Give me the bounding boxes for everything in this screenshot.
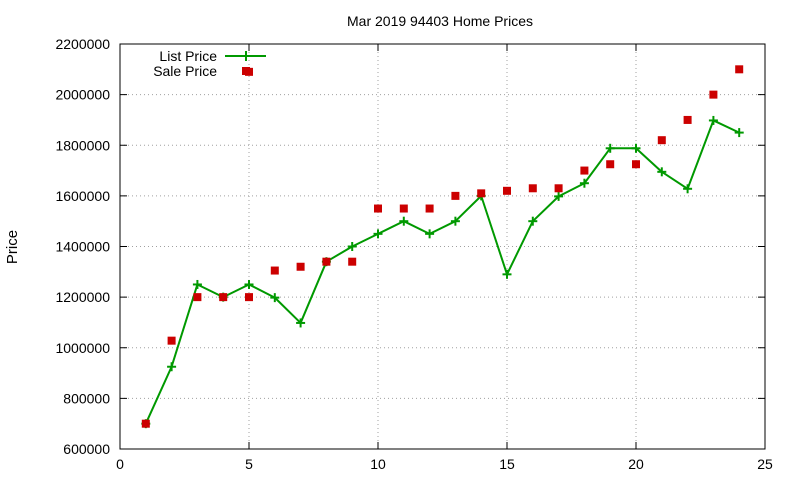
data-point-list-price bbox=[450, 216, 460, 226]
data-point-list-price bbox=[192, 279, 202, 289]
data-point-sale-price bbox=[709, 90, 718, 99]
x-tick-label: 5 bbox=[245, 456, 253, 472]
series-line-list-price bbox=[144, 119, 740, 425]
data-point-list-price bbox=[244, 279, 254, 289]
data-point-sale-price bbox=[425, 204, 434, 213]
data-point-sale-price bbox=[451, 191, 460, 200]
data-point-sale-price bbox=[657, 136, 666, 145]
plot-frame bbox=[119, 43, 766, 450]
tick-labels: 0 5 10 15 20 25 600000 800000 1000000 1200000 1400… bbox=[55, 36, 773, 472]
data-point-list-price bbox=[373, 229, 383, 239]
data-point-list-price bbox=[270, 293, 280, 303]
data-point-sale-price bbox=[193, 293, 202, 302]
y-tick-label: 800000 bbox=[63, 390, 110, 406]
data-point-list-price bbox=[399, 216, 409, 226]
data-point-sale-price bbox=[683, 115, 692, 124]
x-tick-label: 10 bbox=[370, 456, 386, 472]
x-tick-label: 20 bbox=[628, 456, 644, 472]
data-point-list-price bbox=[554, 191, 564, 201]
data-point-sale-price bbox=[528, 184, 537, 193]
data-point-sale-price bbox=[296, 262, 305, 271]
y-tick-label: 1600000 bbox=[55, 188, 110, 204]
data-point-sale-price bbox=[348, 257, 357, 266]
y-tick-label: 2200000 bbox=[55, 36, 110, 52]
data-point-sale-price bbox=[167, 336, 176, 345]
x-tick-label: 25 bbox=[757, 456, 773, 472]
data-point-list-price bbox=[708, 115, 718, 125]
y-axis-title: Price bbox=[4, 230, 21, 264]
data-point-sale-price bbox=[219, 293, 228, 302]
data-point-sale-price bbox=[580, 166, 589, 175]
data-point-sale-price bbox=[322, 257, 331, 266]
data-point-sale-price bbox=[735, 65, 744, 74]
y-tick-label: 2000000 bbox=[55, 87, 110, 103]
y-tick-label: 1000000 bbox=[55, 340, 110, 356]
data-point-list-price bbox=[631, 143, 641, 153]
data-point-list-price bbox=[167, 362, 177, 372]
data-point-sale-price bbox=[245, 293, 253, 302]
legend-label-sale-price: Sale Price bbox=[153, 63, 217, 79]
y-tick-label: 600000 bbox=[63, 441, 110, 457]
data-point-list-price bbox=[734, 128, 744, 138]
data-point-list-price bbox=[296, 318, 306, 328]
data-point-list-price bbox=[502, 269, 512, 279]
legend-marker-list-price bbox=[241, 51, 251, 61]
legend-label-list-price: List Price bbox=[159, 48, 217, 64]
chart-title: Mar 2019 94403 Home Prices bbox=[347, 13, 533, 29]
legend-marker-sale-price bbox=[242, 67, 250, 75]
data-point-list-price bbox=[605, 143, 615, 153]
plot-area bbox=[141, 65, 744, 429]
legend: List Price Sale Price bbox=[153, 48, 266, 79]
data-point-sale-price bbox=[477, 189, 486, 198]
data-point-list-price bbox=[683, 184, 693, 194]
data-point-sale-price bbox=[554, 184, 563, 193]
data-point-list-price bbox=[657, 167, 667, 177]
y-tick-label: 1800000 bbox=[55, 137, 110, 153]
x-tick-label: 0 bbox=[116, 456, 124, 472]
y-tick-label: 1400000 bbox=[55, 239, 110, 255]
data-point-sale-price bbox=[503, 186, 511, 195]
data-point-sale-price bbox=[270, 266, 279, 275]
grid-lines bbox=[120, 44, 765, 449]
x-tick-label: 15 bbox=[499, 456, 515, 472]
plot-border bbox=[119, 43, 766, 450]
data-point-list-price bbox=[528, 216, 538, 226]
data-point-sale-price bbox=[632, 160, 640, 169]
data-point-list-price bbox=[347, 242, 357, 251]
data-point-sale-price bbox=[141, 419, 150, 428]
y-tick-label: 1200000 bbox=[55, 289, 110, 305]
data-point-sale-price bbox=[399, 204, 408, 213]
data-point-list-price bbox=[425, 229, 435, 239]
data-point-list-price bbox=[579, 178, 589, 188]
data-point-sale-price bbox=[606, 160, 615, 169]
data-point-sale-price bbox=[374, 204, 382, 213]
